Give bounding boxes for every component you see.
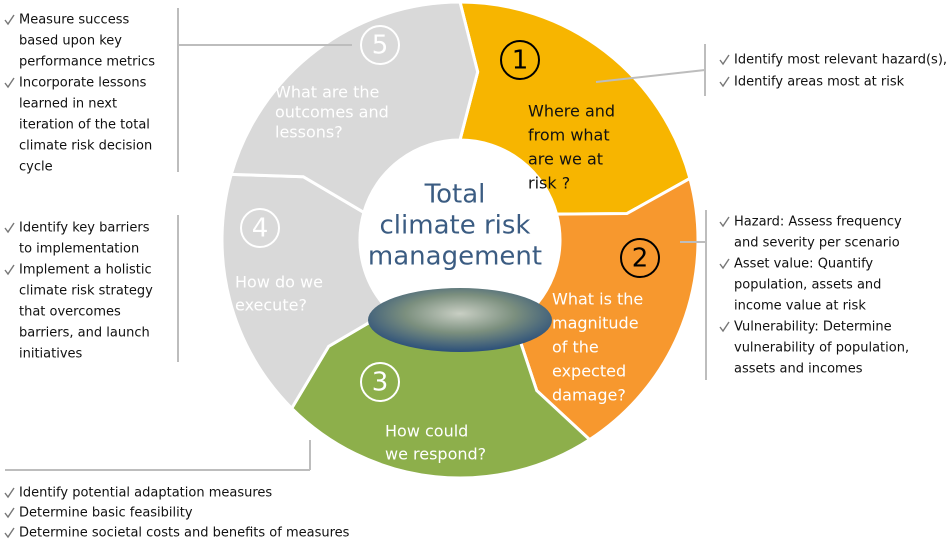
bullet-text: Hazard: Assess frequency (734, 215, 902, 230)
step-question: risk ? (528, 174, 570, 193)
cycle-ring (220, 0, 700, 480)
bullet-text: that overcomes (19, 305, 121, 320)
step-number-circle (360, 25, 400, 65)
bullet-text: Incorporate lessons (19, 76, 147, 91)
step-number-circle (360, 362, 400, 402)
step-question: magnitude (552, 314, 639, 333)
step-number: 1 (512, 46, 529, 76)
step-question: expected (552, 362, 626, 381)
bullet-text: iteration of the total (19, 118, 150, 133)
bullet-text: cycle (19, 160, 53, 175)
bullet-text: to implementation (19, 242, 139, 257)
checkmark (719, 76, 730, 88)
bullet-text: Identify potential adaptation measures (19, 486, 272, 501)
step-number-circle (500, 40, 540, 80)
checkmark (719, 258, 730, 270)
step-question: we respond? (385, 445, 486, 464)
bullet-text: Asset value: Quantify (734, 257, 873, 272)
step-question: from what (528, 126, 610, 145)
bullet-text: performance metrics (19, 55, 155, 70)
bullet-text: population, assets and (734, 278, 881, 293)
bullet-text: initiatives (19, 347, 83, 362)
bullet-text: Identify key barriers (19, 221, 150, 236)
step-number: 2 (632, 244, 649, 274)
bullet-text: and severity per scenario (734, 236, 900, 251)
bullet-text: climate risk strategy (19, 284, 153, 299)
bullet-text: barriers, and launch (19, 326, 150, 341)
step-question: Where and (528, 102, 615, 121)
bullet-text: based upon key (19, 34, 122, 49)
step-question: of the (552, 338, 599, 357)
step-number: 5 (372, 31, 389, 61)
bullet-text: Implement a holistic (19, 263, 152, 278)
checkmark (719, 321, 730, 333)
bullet-text: Measure success (19, 13, 129, 28)
step-question: execute? (235, 296, 307, 315)
bullet-text: Identify areas most at risk (734, 75, 905, 90)
step-question: outcomes and (275, 103, 389, 122)
bullet-text: Vulnerability: Determine (734, 320, 892, 335)
step-question: How do we (235, 273, 323, 292)
center-circle (362, 142, 558, 338)
checkmark (4, 222, 15, 234)
connectors (5, 8, 707, 471)
checkmark (719, 54, 730, 66)
step-number-circle (240, 208, 280, 248)
bullet-text: climate risk decision (19, 139, 152, 154)
step-segment (458, 0, 692, 216)
bullet-text: assets and incomes (734, 362, 863, 377)
step-segment (220, 172, 392, 411)
step-question: What are the (275, 83, 379, 102)
checkmark (4, 264, 15, 276)
step-question: damage? (552, 386, 626, 405)
bullet-text: Identify most relevant hazard(s), (734, 53, 947, 68)
checkmark (719, 216, 730, 228)
center-title: management (368, 242, 542, 272)
step-question: lessons? (275, 123, 343, 142)
bullet-text: Determine societal costs and benefits of… (19, 526, 350, 541)
step-question: are we at (528, 150, 603, 169)
bullet-text: learned in next (19, 97, 117, 112)
step-number: 3 (372, 368, 389, 398)
checkmark (4, 77, 15, 89)
checkmark (4, 527, 15, 539)
step-number-circle (620, 238, 660, 278)
bullet-text: income value at risk (734, 299, 866, 314)
checkmark (4, 14, 15, 26)
bullet-text: vulnerability of population, (734, 341, 909, 356)
checkmark (4, 507, 15, 519)
step-question: How could (385, 422, 468, 441)
center-title: climate risk (380, 211, 531, 241)
earth-image (368, 288, 552, 352)
step-segment (229, 0, 480, 215)
checkmark (4, 487, 15, 499)
bullet-text: Determine basic feasibility (19, 506, 193, 521)
center-title: Total (424, 180, 486, 210)
step-number: 4 (252, 214, 269, 244)
step-question: What is the (552, 290, 643, 309)
